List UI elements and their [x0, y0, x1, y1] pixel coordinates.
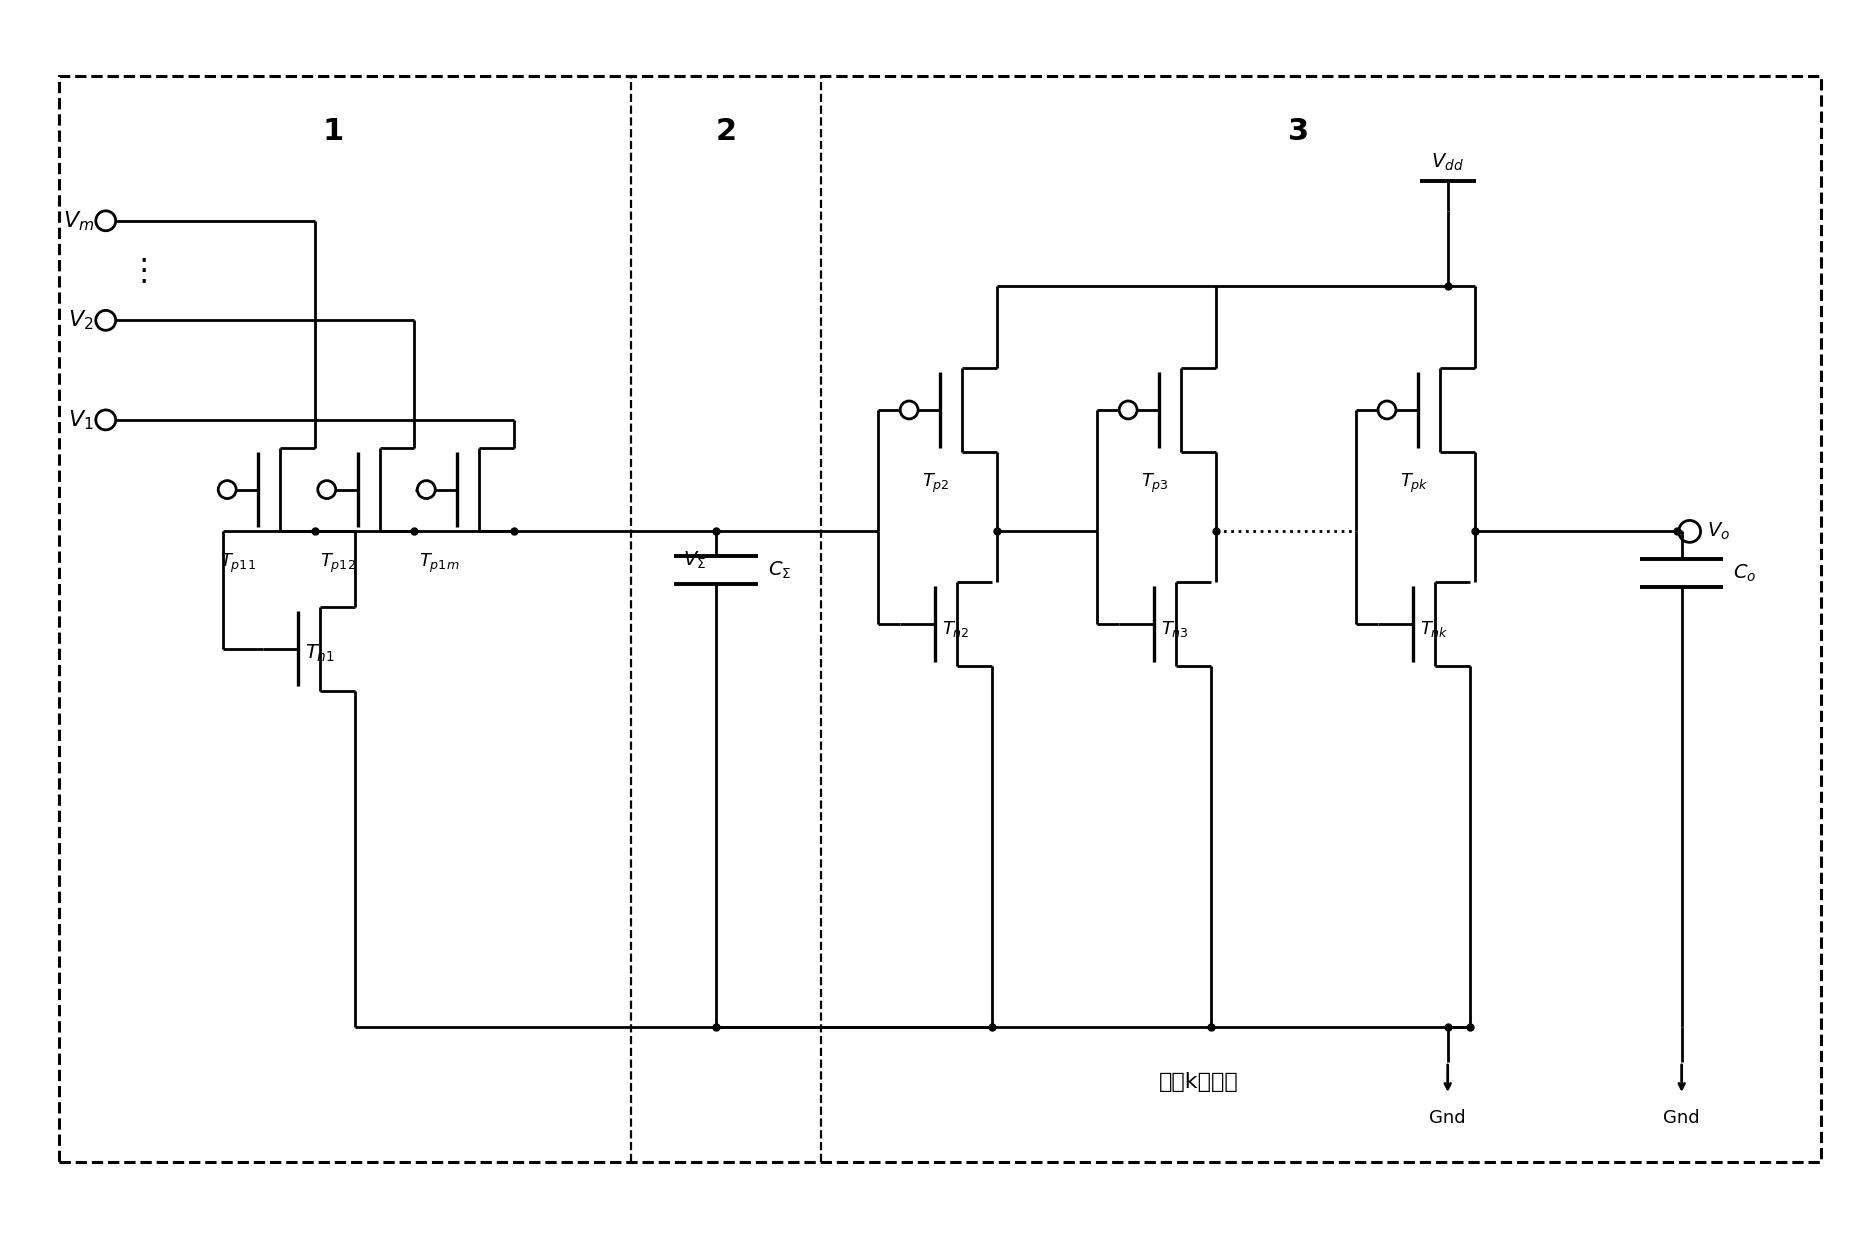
Text: $T_{p2}$: $T_{p2}$	[922, 472, 951, 494]
Text: 3: 3	[1288, 116, 1309, 146]
Text: $T_{pk}$: $T_{pk}$	[1401, 472, 1429, 494]
Text: $C_{\Sigma}$: $C_{\Sigma}$	[767, 560, 791, 581]
Text: 1: 1	[322, 116, 343, 146]
Text: $T_{p11}$: $T_{p11}$	[219, 551, 257, 575]
Text: $T_{nk}$: $T_{nk}$	[1419, 620, 1449, 639]
Text: ⋮: ⋮	[128, 256, 159, 285]
Text: $T_{p12}$: $T_{p12}$	[321, 551, 356, 575]
Text: Gnd: Gnd	[1429, 1109, 1466, 1126]
Text: $T_{n1}$: $T_{n1}$	[306, 643, 336, 664]
Text: $V_{dd}$: $V_{dd}$	[1431, 151, 1464, 173]
Text: $T_{n2}$: $T_{n2}$	[941, 620, 969, 639]
Text: $C_o$: $C_o$	[1732, 563, 1757, 584]
Text: $T_{n3}$: $T_{n3}$	[1161, 620, 1189, 639]
Text: 其中k为奇数: 其中k为奇数	[1159, 1072, 1239, 1092]
Text: $T_{p3}$: $T_{p3}$	[1142, 472, 1168, 494]
Text: $V_2$: $V_2$	[68, 309, 94, 332]
Text: Gnd: Gnd	[1663, 1109, 1701, 1126]
Text: 2: 2	[716, 116, 737, 146]
Text: $V_m$: $V_m$	[62, 209, 94, 233]
Text: $V_1$: $V_1$	[68, 408, 94, 431]
Text: $V_o$: $V_o$	[1706, 520, 1729, 541]
Text: $V_{\Sigma}$: $V_{\Sigma}$	[682, 549, 707, 571]
Text: $T_{p1m}$: $T_{p1m}$	[420, 551, 459, 575]
